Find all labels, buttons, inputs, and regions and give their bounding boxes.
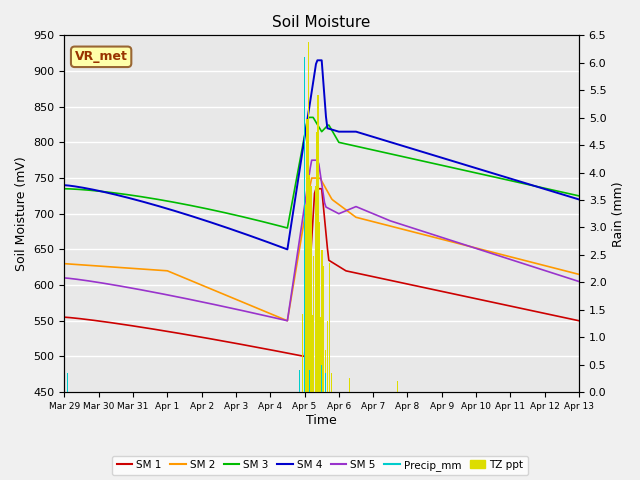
Bar	[331, 372, 332, 392]
Bar	[324, 373, 326, 392]
Bar	[304, 57, 305, 392]
Bar	[321, 250, 323, 392]
Bar	[323, 266, 324, 392]
Bar	[320, 317, 321, 392]
Bar	[313, 256, 314, 392]
Bar	[308, 42, 309, 392]
Bar	[309, 370, 310, 392]
Bar	[302, 314, 303, 392]
Text: VR_met: VR_met	[75, 50, 127, 63]
Bar	[303, 102, 305, 392]
Y-axis label: Rain (mm): Rain (mm)	[612, 181, 625, 247]
Bar	[321, 365, 322, 392]
Bar	[316, 132, 317, 392]
Legend: SM 1, SM 2, SM 3, SM 4, SM 5, Precip_mm, TZ ppt: SM 1, SM 2, SM 3, SM 4, SM 5, Precip_mm,…	[113, 456, 527, 475]
Y-axis label: Soil Moisture (mV): Soil Moisture (mV)	[15, 156, 28, 271]
Bar	[305, 205, 306, 392]
Bar	[310, 186, 312, 392]
Bar	[67, 373, 68, 392]
Bar	[315, 186, 316, 392]
Bar	[325, 350, 326, 392]
X-axis label: Time: Time	[307, 414, 337, 427]
Bar	[327, 321, 328, 392]
Bar	[309, 175, 310, 392]
Bar	[319, 222, 320, 392]
Bar	[312, 315, 313, 392]
Bar	[307, 119, 308, 392]
Bar	[299, 370, 300, 392]
Bar	[329, 263, 330, 392]
Title: Soil Moisture: Soil Moisture	[273, 15, 371, 30]
Bar	[317, 95, 319, 392]
